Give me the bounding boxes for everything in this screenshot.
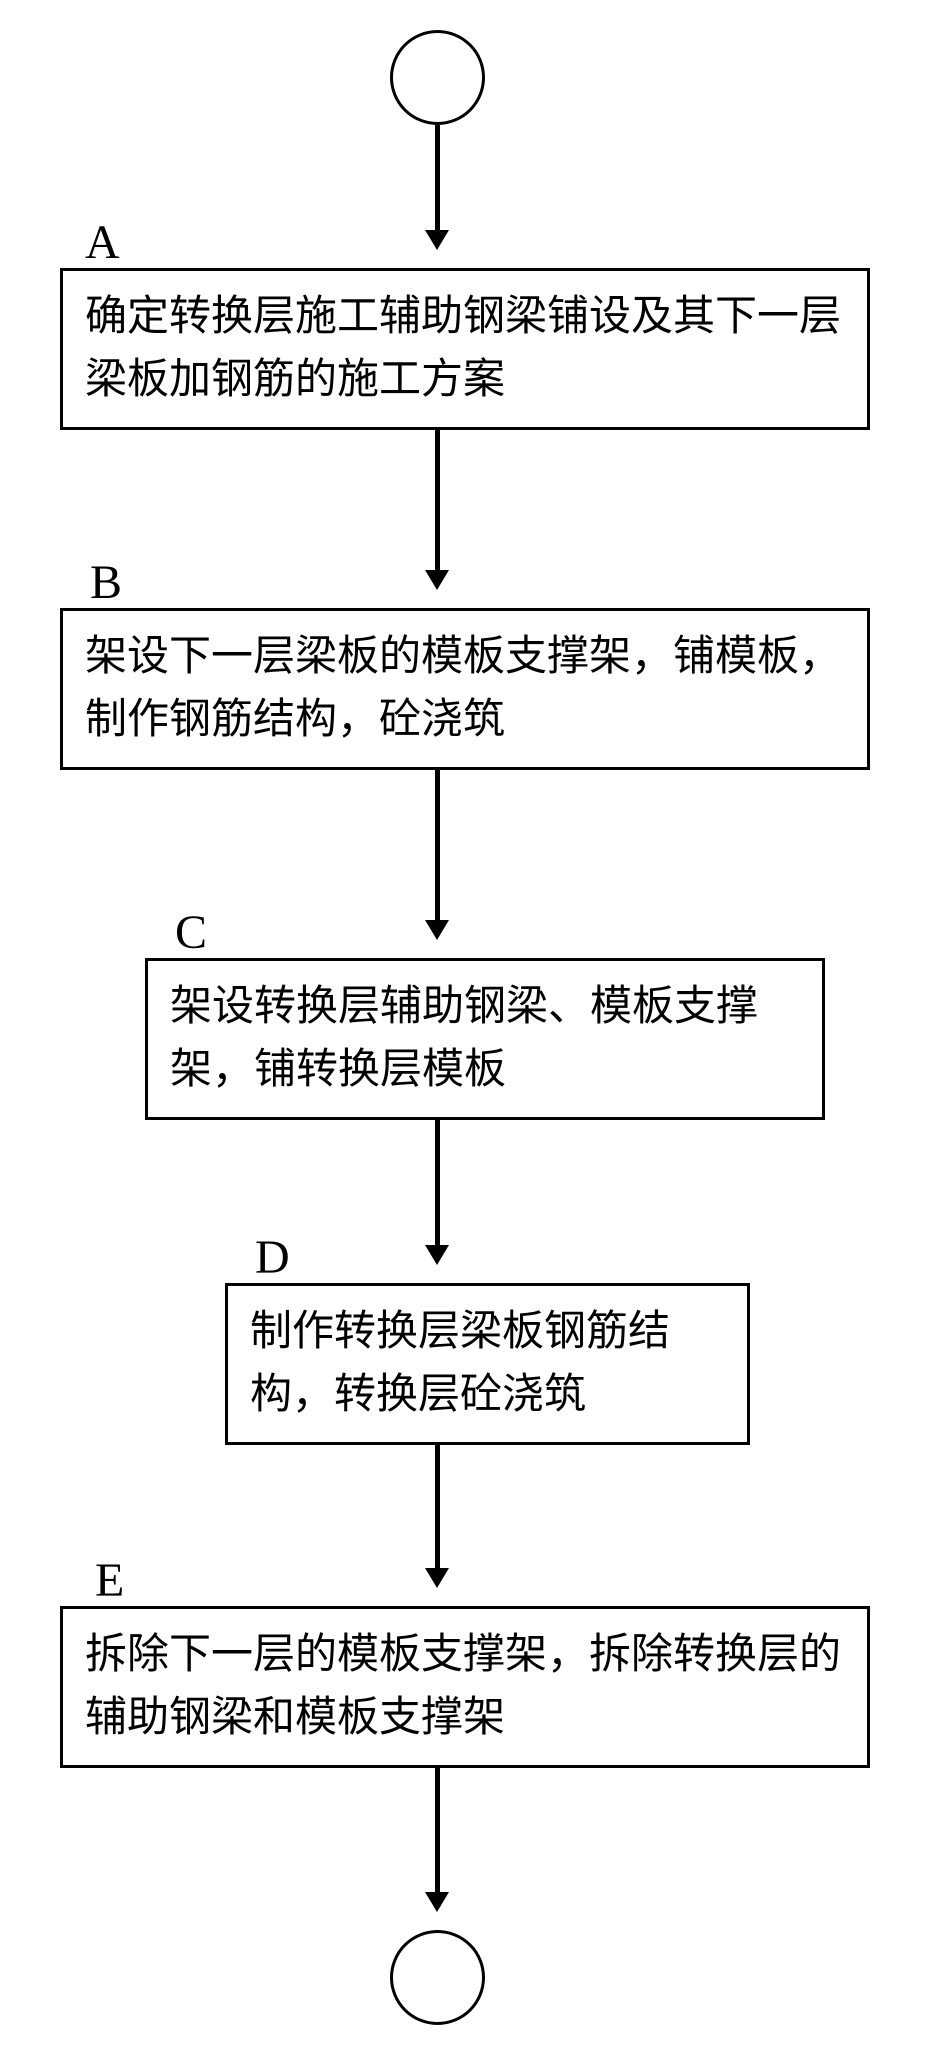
step-b-text: 架设下一层梁板的模板支撑架，铺模板，制作钢筋结构，砼浇筑	[85, 626, 845, 752]
start-terminal	[390, 30, 485, 125]
step-c-text: 架设转换层辅助钢梁、模板支撑架，铺转换层模板	[170, 976, 800, 1102]
arrow-5-line	[435, 1768, 440, 1894]
step-a-text: 确定转换层施工辅助钢梁铺设及其下一层梁板加钢筋的施工方案	[85, 286, 845, 412]
arrow-2-head	[425, 920, 449, 940]
arrow-1-head	[425, 570, 449, 590]
arrow-3-line	[435, 1120, 440, 1247]
step-c-box: 架设转换层辅助钢梁、模板支撑架，铺转换层模板	[145, 958, 825, 1120]
arrow-3-head	[425, 1245, 449, 1265]
arrow-0-head	[425, 230, 449, 250]
step-e-label: E	[95, 1553, 124, 1608]
arrow-4-head	[425, 1568, 449, 1588]
flowchart-container: A 确定转换层施工辅助钢梁铺设及其下一层梁板加钢筋的施工方案 B 架设下一层梁板…	[0, 0, 930, 2048]
step-e-box: 拆除下一层的模板支撑架，拆除转换层的辅助钢梁和模板支撑架	[60, 1606, 870, 1768]
step-d-label: D	[255, 1230, 290, 1285]
step-c-label: C	[175, 905, 207, 960]
end-terminal	[390, 1930, 485, 2025]
step-e-text: 拆除下一层的模板支撑架，拆除转换层的辅助钢梁和模板支撑架	[85, 1624, 845, 1750]
arrow-5-head	[425, 1892, 449, 1912]
step-b-label: B	[90, 555, 122, 610]
step-d-box: 制作转换层梁板钢筋结构，转换层砼浇筑	[225, 1283, 750, 1445]
step-a-box: 确定转换层施工辅助钢梁铺设及其下一层梁板加钢筋的施工方案	[60, 268, 870, 430]
arrow-1-line	[435, 430, 440, 572]
arrow-2-line	[435, 770, 440, 922]
arrow-4-line	[435, 1445, 440, 1570]
step-b-box: 架设下一层梁板的模板支撑架，铺模板，制作钢筋结构，砼浇筑	[60, 608, 870, 770]
arrow-0-line	[435, 125, 440, 232]
step-d-text: 制作转换层梁板钢筋结构，转换层砼浇筑	[250, 1301, 725, 1427]
step-a-label: A	[85, 215, 120, 270]
